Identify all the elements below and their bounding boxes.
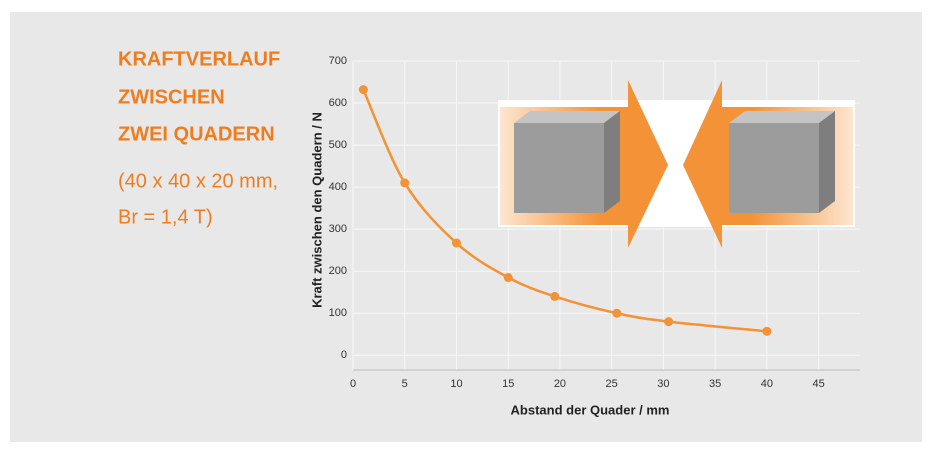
title-line: ZWEI QUADERN xyxy=(118,123,275,145)
page: 0 100 200 300 400 500 600 700 0 5 10 15 20 25 30 35 40 45… xyxy=(0,0,933,454)
data-point xyxy=(612,309,621,318)
y-tick-label: 600 xyxy=(329,97,347,109)
subtitle-line: Br = 1,4 T) xyxy=(118,206,213,228)
y-tick-label: 0 xyxy=(341,349,347,361)
y-tick-label: 500 xyxy=(329,139,347,151)
x-tick-label: 15 xyxy=(502,378,514,390)
x-tick-label: 20 xyxy=(554,378,566,390)
illustration xyxy=(498,80,855,248)
x-tick-label: 0 xyxy=(350,378,356,390)
x-tick-label: 5 xyxy=(402,378,408,390)
data-point xyxy=(400,178,409,187)
cube-front xyxy=(514,123,604,213)
x-tick-label: 25 xyxy=(606,378,618,390)
x-axis-label: Abstand der Quader / mm xyxy=(511,402,670,417)
data-point xyxy=(504,273,513,282)
x-tick-label: 30 xyxy=(657,378,669,390)
data-point xyxy=(550,292,559,301)
data-point xyxy=(452,239,461,248)
x-tick-label: 35 xyxy=(709,378,721,390)
title-line: KRAFTVERLAUF xyxy=(118,48,280,70)
y-tick-label: 400 xyxy=(329,181,347,193)
x-tick-label: 45 xyxy=(812,378,824,390)
y-axis-label: Kraft zwischen den Quadern / N xyxy=(309,112,324,308)
x-tick-label: 10 xyxy=(450,378,462,390)
title-line: ZWISCHEN xyxy=(118,86,225,108)
x-tick-label: 40 xyxy=(761,378,773,390)
cube-side xyxy=(819,111,835,213)
y-tick-label: 700 xyxy=(329,55,347,67)
y-tick-label: 300 xyxy=(329,223,347,235)
data-point xyxy=(664,317,673,326)
subtitle-line: (40 x 40 x 20 mm, xyxy=(118,170,278,192)
data-point xyxy=(359,85,368,94)
cube-front xyxy=(729,123,819,213)
y-tick-label: 200 xyxy=(329,265,347,277)
y-tick-label: 100 xyxy=(329,307,347,319)
cube-side xyxy=(604,111,620,213)
cube-top xyxy=(729,111,835,123)
data-point xyxy=(762,327,771,336)
cube-top xyxy=(514,111,620,123)
